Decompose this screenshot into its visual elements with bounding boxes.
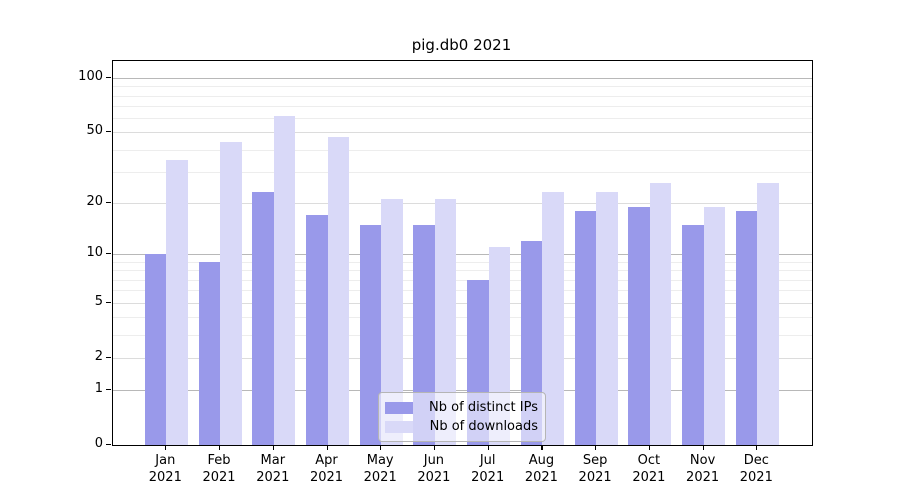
gridline-y-2 xyxy=(113,357,812,359)
gridline-y-7 xyxy=(113,279,812,281)
bar-distinct-ips-apr-2021 xyxy=(306,215,328,445)
bar-distinct-ips-sep-2021 xyxy=(574,210,597,445)
gridline-y-50 xyxy=(113,132,812,134)
y-tick-label-2: 2 xyxy=(94,348,103,364)
y-tick-label-1: 1 xyxy=(94,380,103,396)
y-tick-label-50: 50 xyxy=(86,123,103,139)
bar-distinct-ips-mar-2021 xyxy=(252,192,274,445)
bar-downloads-dec-2021 xyxy=(757,182,779,445)
gridline-y-90 xyxy=(113,86,812,88)
bar-downloads-mar-2021 xyxy=(273,115,296,445)
legend-label-downloads: Nb of downloads xyxy=(429,419,538,434)
gridline-y-80 xyxy=(113,95,812,97)
gridline-y-8 xyxy=(113,270,812,272)
x-tick-label-nov: Nov 2021 xyxy=(686,453,720,485)
bar-downloads-aug-2021 xyxy=(542,192,564,445)
bar-downloads-may-2021 xyxy=(381,199,403,445)
y-tick-label-0: 0 xyxy=(94,436,103,451)
legend-swatch-distinct-ips xyxy=(385,401,413,414)
y-tick-mark-2 xyxy=(106,356,111,358)
x-tick-mark-feb xyxy=(219,445,221,450)
gridline-y-40 xyxy=(113,149,812,151)
gridline-y-30 xyxy=(113,171,812,173)
x-tick-label-apr: Apr 2021 xyxy=(309,453,344,485)
gridline-y-6 xyxy=(113,290,812,292)
bar-distinct-ips-may-2021 xyxy=(359,224,382,445)
plot-area: Nb of distinct IPs Nb of downloads xyxy=(112,60,813,446)
bar-downloads-feb-2021 xyxy=(220,142,242,445)
bar-distinct-ips-jun-2021 xyxy=(413,224,435,445)
x-tick-mark-mar xyxy=(272,445,274,450)
gridline-y-20 xyxy=(113,202,812,204)
bar-distinct-ips-dec-2021 xyxy=(735,210,758,445)
bar-downloads-sep-2021 xyxy=(596,192,618,445)
legend-swatch-downloads xyxy=(385,420,413,433)
x-tick-label-mar: Mar 2021 xyxy=(256,453,290,485)
y-tick-label-100: 100 xyxy=(78,69,103,84)
x-tick-label-sep: Sep 2021 xyxy=(578,453,612,485)
gridline-y-5 xyxy=(113,302,812,304)
gridline-y-70 xyxy=(113,106,812,107)
gridline-y-4 xyxy=(113,317,812,318)
x-tick-label-jul: Jul 2021 xyxy=(471,453,505,485)
bar-distinct-ips-oct-2021 xyxy=(628,206,650,445)
y-tick-label-20: 20 xyxy=(86,193,103,209)
chart-title: pig.db0 2021 xyxy=(411,36,512,54)
y-tick-label-10: 10 xyxy=(86,245,103,261)
gridline-y-3 xyxy=(113,334,812,336)
x-tick-label-dec: Dec 2021 xyxy=(739,453,773,485)
y-tick-mark-100 xyxy=(106,77,111,79)
bar-distinct-ips-feb-2021 xyxy=(198,261,220,445)
bar-downloads-jun-2021 xyxy=(434,199,457,445)
x-tick-mark-aug xyxy=(541,445,543,450)
bar-downloads-nov-2021 xyxy=(703,206,726,445)
x-tick-label-oct: Oct 2021 xyxy=(632,453,666,485)
x-tick-label-jan: Jan 2021 xyxy=(148,453,182,485)
x-tick-mark-oct xyxy=(648,445,651,450)
y-tick-mark-10 xyxy=(106,253,111,255)
bar-downloads-apr-2021 xyxy=(327,137,349,445)
y-tick-mark-1 xyxy=(106,388,111,391)
y-tick-label-5: 5 xyxy=(94,293,103,309)
x-tick-mark-sep xyxy=(595,445,597,450)
gridline-y-60 xyxy=(113,118,812,120)
gridline-y-9 xyxy=(113,261,812,263)
bar-distinct-ips-nov-2021 xyxy=(682,224,704,445)
gridline-y-1 xyxy=(113,389,812,391)
x-tick-label-feb: Feb 2021 xyxy=(202,453,236,485)
x-tick-mark-jun xyxy=(433,445,436,450)
x-tick-mark-jul xyxy=(487,445,489,450)
gridline-y-10 xyxy=(113,254,812,256)
x-tick-mark-jan xyxy=(165,445,167,450)
legend-item-downloads: Nb of downloads xyxy=(385,417,538,436)
y-tick-mark-0 xyxy=(106,444,111,446)
legend-item-distinct-ips: Nb of distinct IPs xyxy=(385,398,538,417)
x-tick-mark-apr xyxy=(326,445,328,450)
y-tick-mark-5 xyxy=(106,301,111,303)
x-tick-mark-dec xyxy=(756,445,758,450)
bar-downloads-jan-2021 xyxy=(166,160,188,445)
x-tick-label-aug: Aug 2021 xyxy=(524,453,558,485)
bar-downloads-oct-2021 xyxy=(649,182,672,445)
legend: Nb of distinct IPs Nb of downloads xyxy=(378,392,546,442)
y-tick-mark-50 xyxy=(106,131,111,133)
bar-distinct-ips-jan-2021 xyxy=(144,254,167,445)
x-tick-mark-may xyxy=(380,445,382,450)
gridline-y-100 xyxy=(113,78,812,79)
x-tick-label-may: May 2021 xyxy=(363,453,397,485)
legend-label-distinct-ips: Nb of distinct IPs xyxy=(429,400,538,415)
y-tick-mark-20 xyxy=(106,201,111,204)
x-tick-label-jun: Jun 2021 xyxy=(417,453,451,485)
x-tick-mark-nov xyxy=(702,445,704,450)
